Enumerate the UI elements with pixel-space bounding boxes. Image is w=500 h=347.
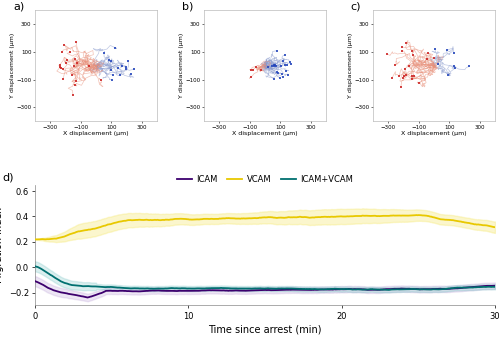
ICAM+VCAM	[410, 287, 416, 291]
ICAM	[254, 288, 260, 292]
Text: b): b)	[182, 1, 193, 11]
Line: ICAM: ICAM	[35, 281, 495, 297]
X-axis label: Time since arrest (min): Time since arrest (min)	[208, 325, 322, 335]
Text: a): a)	[13, 1, 24, 11]
VCAM	[254, 216, 260, 220]
Text: d): d)	[3, 172, 14, 183]
Y-axis label: Y displacement (μm): Y displacement (μm)	[179, 33, 184, 98]
ICAM+VCAM	[386, 288, 392, 292]
VCAM	[483, 223, 489, 227]
ICAM+VCAM	[253, 286, 259, 290]
Y-axis label: Y displacement (μm): Y displacement (μm)	[348, 33, 352, 98]
ICAM	[410, 287, 416, 291]
Y-axis label: Migration index: Migration index	[0, 207, 4, 283]
VCAM	[414, 213, 420, 217]
VCAM	[252, 216, 258, 220]
ICAM	[306, 288, 312, 292]
ICAM+VCAM	[250, 287, 256, 291]
VCAM	[282, 216, 288, 220]
ICAM	[252, 288, 258, 293]
VCAM	[410, 213, 416, 218]
VCAM	[492, 225, 498, 229]
ICAM	[84, 295, 90, 299]
VCAM	[306, 215, 312, 220]
ICAM	[482, 284, 488, 288]
ICAM	[282, 288, 288, 292]
ICAM+VCAM	[306, 287, 312, 291]
Text: c): c)	[350, 1, 361, 11]
X-axis label: X displacement (μm): X displacement (μm)	[401, 131, 466, 136]
Line: ICAM+VCAM: ICAM+VCAM	[35, 266, 495, 290]
ICAM+VCAM	[492, 285, 498, 289]
Line: VCAM: VCAM	[35, 215, 495, 239]
ICAM+VCAM	[32, 264, 38, 268]
X-axis label: X displacement (μm): X displacement (μm)	[232, 131, 298, 136]
Y-axis label: Y displacement (μm): Y displacement (μm)	[10, 33, 15, 98]
ICAM	[32, 279, 38, 283]
ICAM+VCAM	[482, 285, 488, 289]
VCAM	[32, 237, 38, 242]
Legend: ICAM, VCAM, ICAM+VCAM: ICAM, VCAM, ICAM+VCAM	[174, 172, 356, 188]
X-axis label: X displacement (μm): X displacement (μm)	[64, 131, 129, 136]
ICAM+VCAM	[281, 287, 287, 291]
ICAM	[492, 283, 498, 288]
VCAM	[35, 237, 41, 242]
